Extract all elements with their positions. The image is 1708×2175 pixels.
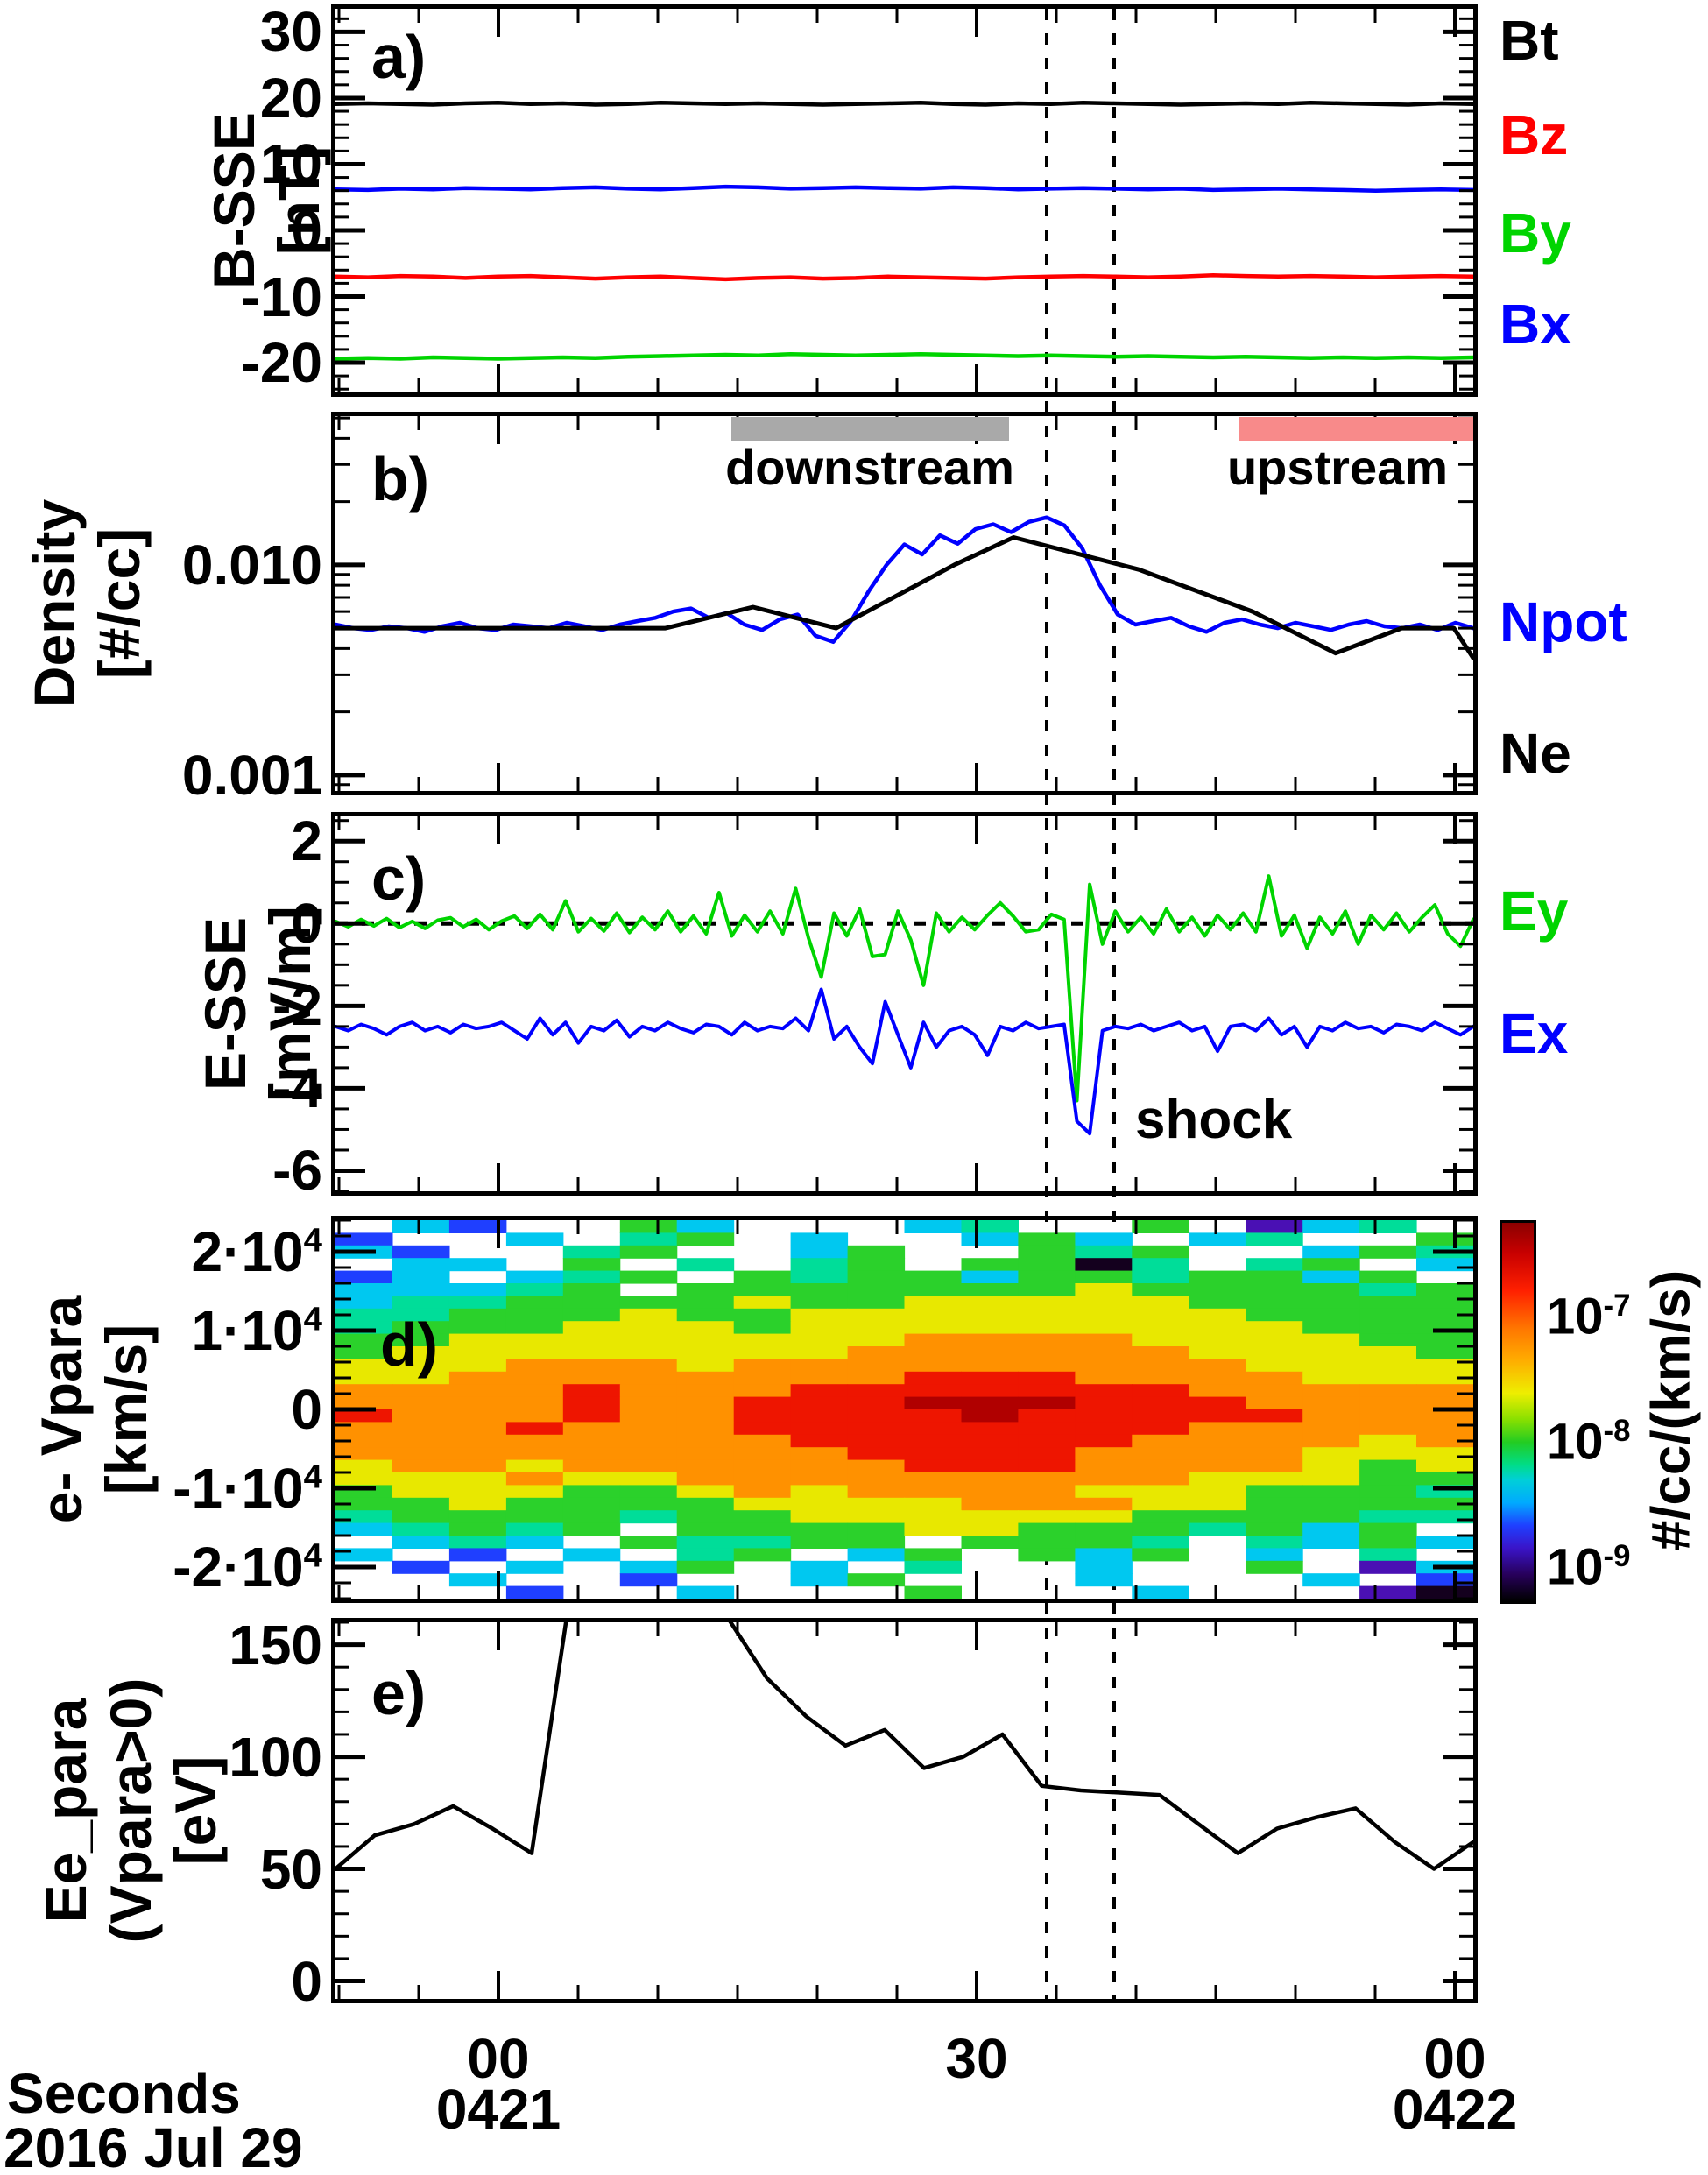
colorbar-tick-exp: -7	[1603, 1289, 1631, 1323]
colorbar-unit-label: #/cc/(km/s)	[1641, 1269, 1702, 1551]
panel-e-ytick-50: 50	[259, 1838, 322, 1901]
series-Bt	[335, 100, 1473, 107]
panel-c-ytick-2: 2	[291, 809, 322, 872]
panel-c-plot	[335, 816, 1473, 1191]
shock-interval-dashed-line-left	[1045, 9, 1048, 1999]
colorbar-tick-base: 10	[1547, 1288, 1604, 1345]
legend-Ey: Ey	[1500, 879, 1569, 943]
xminute-label-0422: 0422	[1392, 2078, 1518, 2141]
colorbar-tick-exp: -9	[1603, 1539, 1631, 1573]
xtick-label-0421-00: 00	[467, 2027, 530, 2090]
spectrogram-cells	[335, 1220, 1473, 1599]
panel-a-ticks	[335, 9, 1473, 392]
series-Bz	[335, 273, 1473, 282]
ytitle-line: e- Vpara	[29, 1295, 95, 1524]
panel-e-letter: e)	[371, 1659, 427, 1727]
panel-b-ytick-0.01: 0.010	[181, 533, 322, 597]
legend-Npot: Npot	[1500, 590, 1627, 653]
panel-d-ticks	[335, 1220, 1473, 1599]
ytitle-line: Density	[22, 498, 88, 709]
upstream-bar	[1239, 417, 1473, 441]
colorbar-tick-1e-7: 10-7	[1547, 1288, 1631, 1345]
downstream-bar	[731, 417, 1009, 441]
downstream-label: downstream	[725, 440, 1014, 495]
panel-c-ytitle: E-SSE [mV/m]	[193, 906, 323, 1102]
legend-Ex: Ex	[1500, 1002, 1569, 1065]
colorbar	[1500, 1220, 1536, 1604]
panel-d-letter: d)	[380, 1310, 439, 1379]
series-Ex	[335, 987, 1473, 1136]
panel-a-ytick-0: 0	[291, 199, 322, 262]
xtick-label-30: 30	[945, 2027, 1008, 2090]
ytitle-line: [mV/m]	[258, 906, 322, 1102]
ytitle-line: (Vpara>0)	[98, 1677, 164, 1944]
panel-d-ytick-20000: 2·104	[191, 1220, 322, 1283]
panel-a-ytick--10: -10	[241, 265, 323, 328]
upstream-label: upstream	[1226, 440, 1449, 495]
panel-d-ytick--20000: -2·104	[173, 1536, 322, 1599]
legend-Bz: Bz	[1500, 103, 1569, 166]
panel-a-ytick--20: -20	[241, 331, 323, 394]
ytitle-line: [#/cc]	[87, 527, 152, 680]
panel-c-ytick--2: -2	[272, 974, 322, 1037]
legend-Bx: Bx	[1500, 293, 1571, 356]
legend-By: By	[1500, 201, 1571, 265]
colorbar-tick-base: 10	[1547, 1413, 1604, 1471]
panel-a-letter: a)	[371, 23, 427, 91]
xminute-label-0421: 0421	[435, 2078, 561, 2141]
panel-a-ytitle: B-SSE [nT]	[201, 112, 332, 289]
legend-Bt: Bt	[1500, 9, 1559, 72]
date-label: 2016 Jul 29	[4, 2116, 303, 2175]
panel-d-ytick-10000: 1·104	[191, 1299, 322, 1362]
xtick-label-0422-00: 00	[1423, 2027, 1486, 2090]
panel-c-ytick-0: 0	[291, 892, 322, 955]
panel-a-ytick-30: 30	[259, 0, 322, 63]
ytitle-line: [km/s]	[94, 1324, 159, 1495]
panel-e-plot	[335, 1622, 1473, 1999]
ytitle-line: E-SSE	[193, 916, 258, 1091]
series-Ne	[335, 535, 1473, 660]
panel-c-ytick--6: -6	[272, 1139, 322, 1202]
panel-c-ticks	[335, 816, 1473, 1191]
panel-c-letter: c)	[371, 844, 427, 913]
series-Ee_para	[335, 1622, 1473, 1871]
panel-a-ytick-20: 20	[259, 67, 322, 130]
colorbar-tick-1e-9: 10-9	[1547, 1539, 1631, 1592]
series-By	[335, 351, 1473, 361]
panel-a-plot	[335, 9, 1473, 392]
legend-Ne: Ne	[1500, 722, 1571, 785]
colorbar-tick-1e-8: 10-8	[1547, 1416, 1630, 1467]
panel-e-ytitle: Ee_para (Vpara>0) [eV]	[33, 1677, 229, 1944]
shock-annotation: shock	[1135, 1090, 1293, 1150]
shock-interval-dashed-line-right	[1112, 9, 1116, 1999]
ytitle-line: [eV]	[162, 1755, 228, 1866]
panel-d-ytick-0: 0	[291, 1378, 322, 1441]
ytitle-line: [nT]	[266, 145, 331, 256]
panel-e-ytick-0: 0	[291, 1950, 322, 2013]
series-Ey	[335, 874, 1473, 1103]
panel-b-ytitle: Density [#/cc]	[22, 498, 152, 709]
panel-e-ticks	[335, 1622, 1473, 1999]
colorbar-tick-exp: -8	[1603, 1414, 1631, 1448]
xaxis-seconds-label: Seconds	[7, 2062, 241, 2125]
panel-b-letter: b)	[371, 445, 430, 513]
panel-c-ytick--4: -4	[272, 1056, 322, 1119]
series-Npot	[335, 515, 1473, 645]
series-Bx	[335, 184, 1473, 193]
ytitle-line: B-SSE	[201, 112, 267, 289]
ytitle-line: Ee_para	[33, 1698, 99, 1924]
panel-e-ytick-150: 150	[229, 1614, 322, 1677]
panel-d-plot	[335, 1220, 1473, 1599]
panel-b-ytick-0.001: 0.001	[181, 744, 322, 807]
panel-d-ytick--10000: -1·104	[173, 1457, 322, 1520]
colorbar-tick-base: 10	[1547, 1538, 1604, 1596]
panel-e-ytick-100: 100	[229, 1726, 322, 1789]
panel-d-ytitle: e- Vpara [km/s]	[29, 1295, 159, 1524]
panel-a-ytick-10: 10	[259, 132, 322, 195]
